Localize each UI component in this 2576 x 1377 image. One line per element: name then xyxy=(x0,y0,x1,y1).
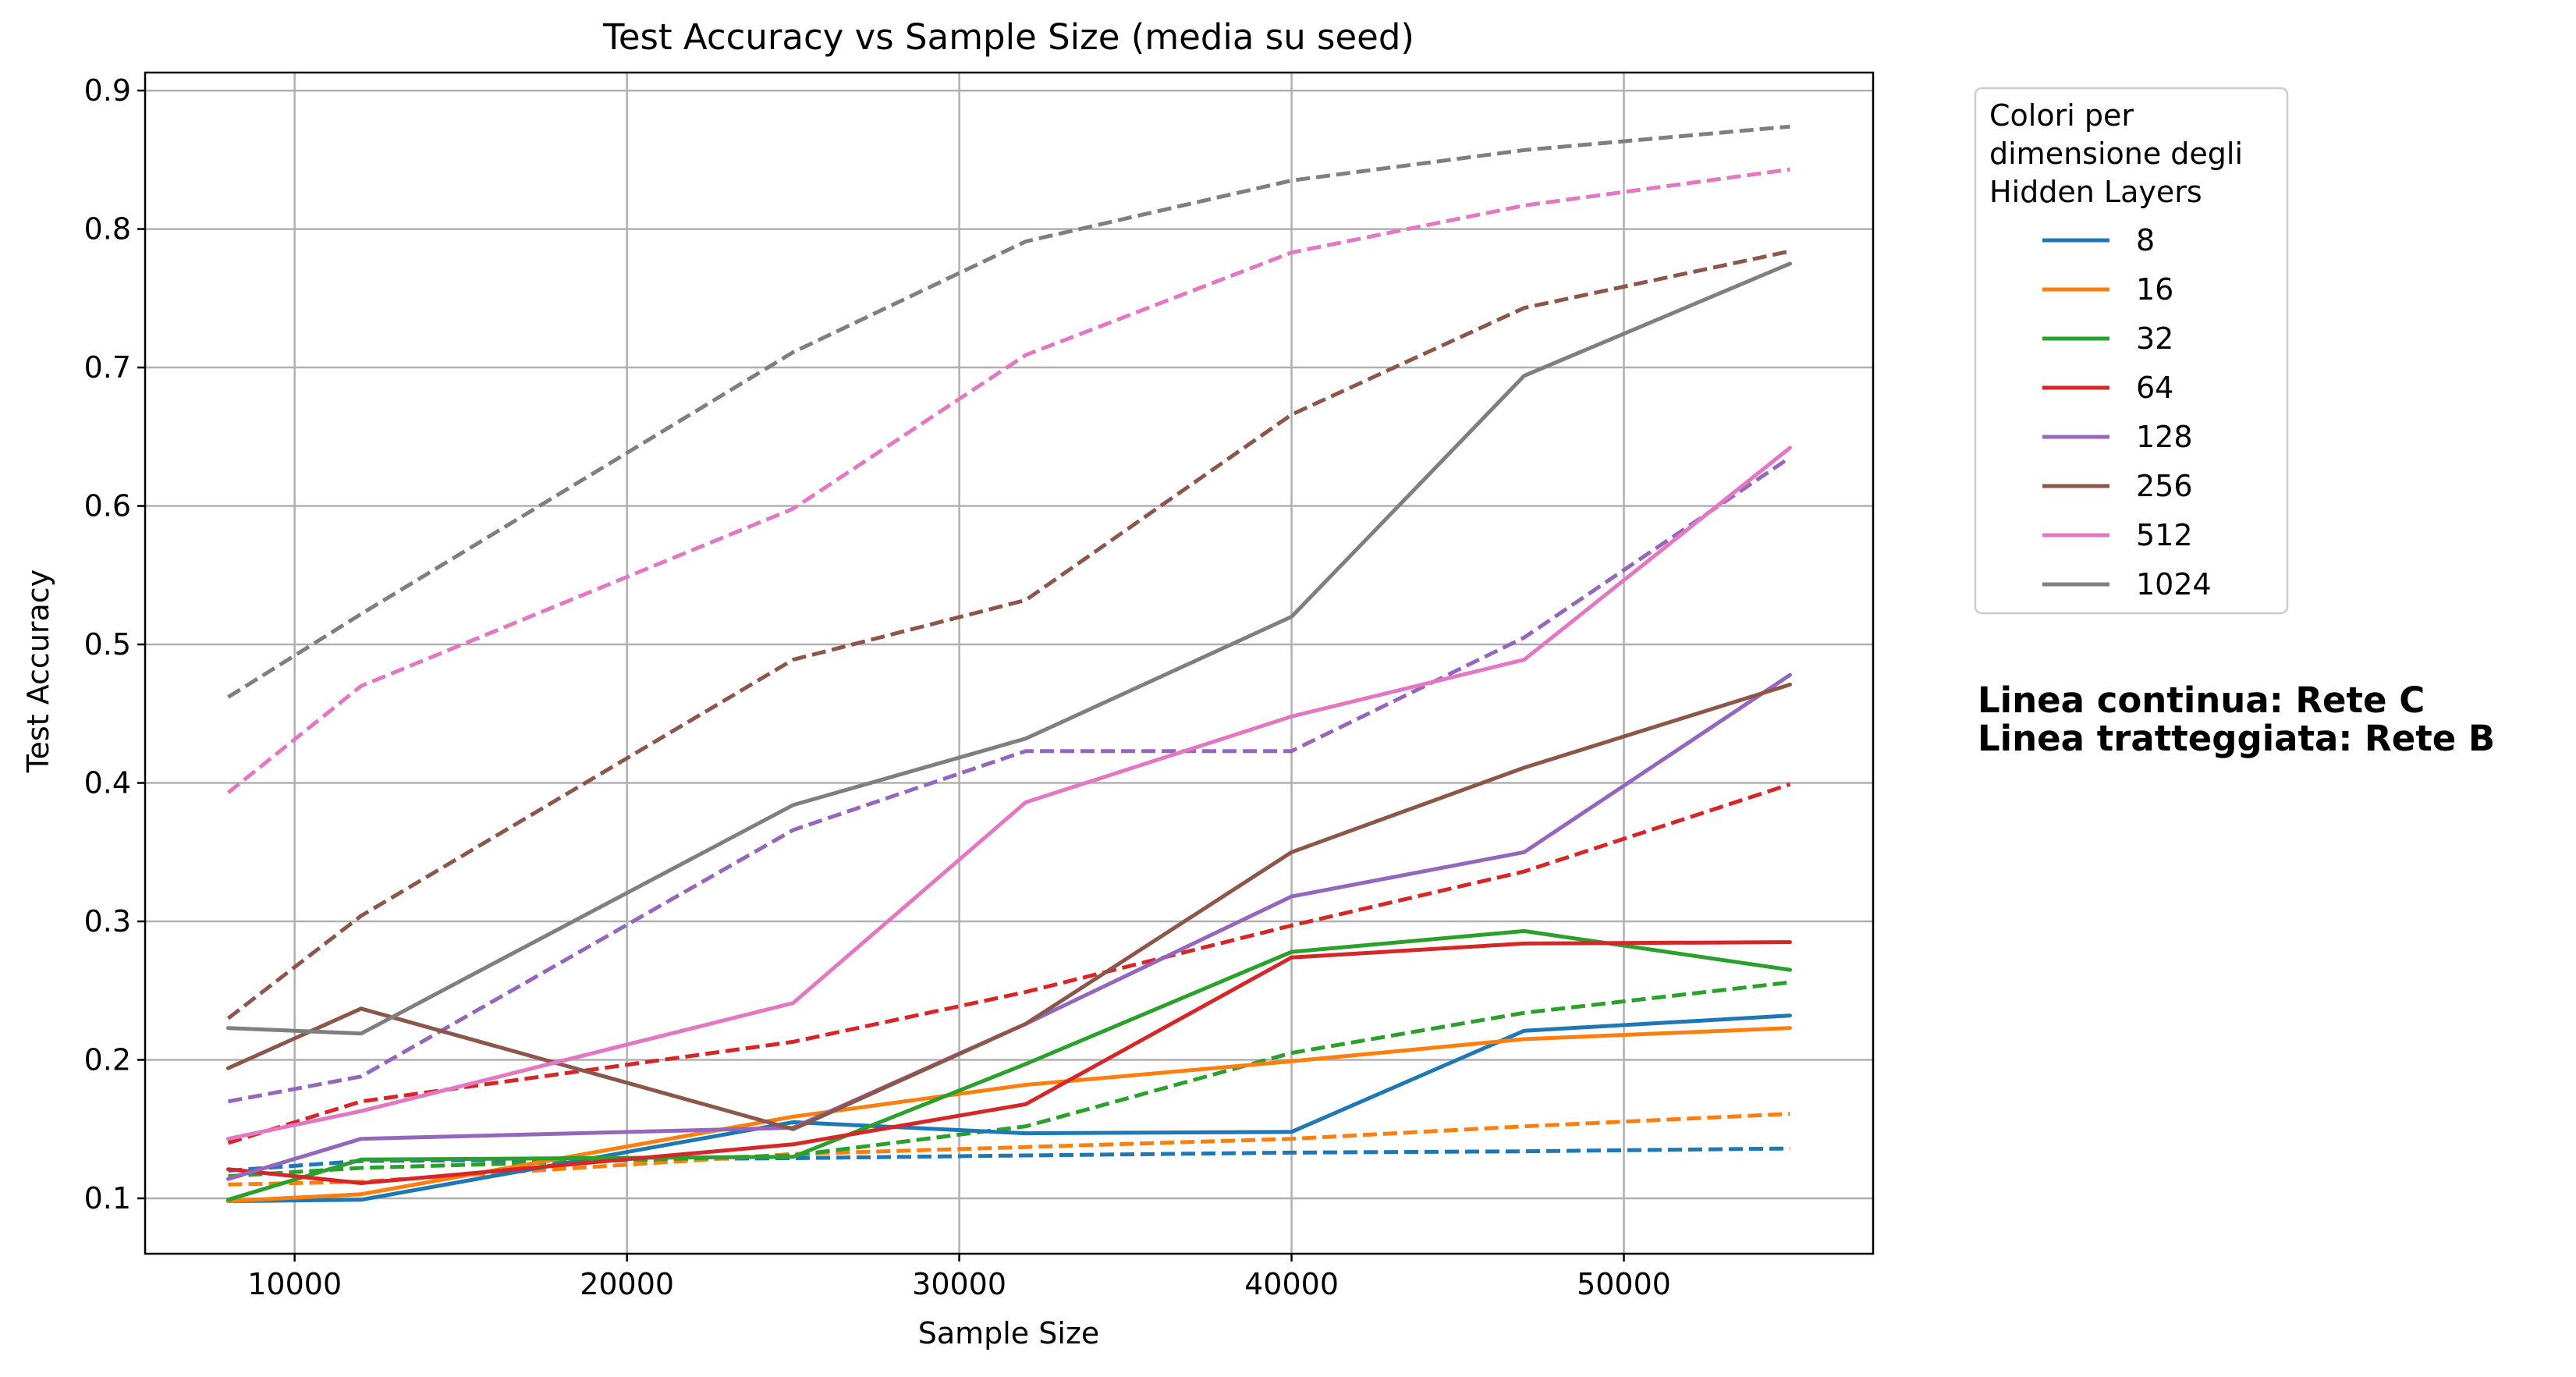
y-tick-label: 0.5 xyxy=(84,627,131,662)
series-line-rete-c-1024 xyxy=(226,261,1792,1036)
line-style-note-line: Linea continua: Rete C xyxy=(1978,680,2425,721)
legend-title-line: dimensione degli xyxy=(1989,137,2243,171)
y-tick-label: 0.8 xyxy=(84,212,131,247)
legend-label-32: 32 xyxy=(2136,321,2173,356)
legend-label-512: 512 xyxy=(2136,518,2193,552)
legend-label-8: 8 xyxy=(2136,223,2155,257)
legend-label-1024: 1024 xyxy=(2136,567,2212,602)
x-tick-label: 20000 xyxy=(580,1267,674,1301)
x-tick-label: 40000 xyxy=(1244,1267,1339,1301)
series-line-rete-c-16 xyxy=(226,1026,1792,1204)
x-tick-label: 10000 xyxy=(247,1267,342,1301)
legend-label-64: 64 xyxy=(2136,371,2173,405)
line-style-note-line: Linea tratteggiata: Rete B xyxy=(1978,718,2495,759)
series-line-rete-b-256 xyxy=(226,249,1791,1020)
y-tick-label: 0.2 xyxy=(84,1043,131,1077)
y-tick-label: 0.1 xyxy=(84,1181,131,1216)
y-tick-label: 0.6 xyxy=(84,489,131,523)
legend-label-256: 256 xyxy=(2136,469,2193,503)
y-tick-label: 0.4 xyxy=(84,766,131,800)
x-tick-label: 30000 xyxy=(912,1267,1006,1301)
legend-title-line: Hidden Layers xyxy=(1989,175,2202,209)
series-line-rete-c-32 xyxy=(226,928,1792,1202)
legend-label-16: 16 xyxy=(2136,272,2173,307)
y-tick-label: 0.3 xyxy=(84,904,131,939)
series-line-rete-b-128 xyxy=(228,456,1791,1104)
ticks: 10000 20000 30000 40000 50000 0.1 0.2 0.3 0.4 0.5… xyxy=(84,73,1671,1301)
y-tick-label: 0.7 xyxy=(84,350,131,385)
grid xyxy=(145,73,1873,1254)
y-axis-label: Test Accuracy xyxy=(21,570,55,773)
series-line-rete-c-64 xyxy=(226,940,1792,1185)
series-line-rete-c-512 xyxy=(226,445,1792,1141)
x-axis-label: Sample Size xyxy=(918,1316,1100,1350)
series-line-rete-b-512 xyxy=(226,167,1790,794)
chart-title: Test Accuracy vs Sample Size (media su s… xyxy=(602,16,1414,58)
y-tick-label: 0.9 xyxy=(84,73,131,108)
legend-frame xyxy=(1974,87,2289,615)
series-line-rete-c-8 xyxy=(226,1013,1792,1204)
series-lines xyxy=(226,124,1792,1204)
x-tick-label: 50000 xyxy=(1577,1267,1671,1301)
legend-entries: 8 16 32 64 128 256 512 1024 xyxy=(2042,223,2212,602)
axes-frame xyxy=(144,71,1875,1255)
series-line-rete-c-256 xyxy=(226,683,1792,1131)
legend-title-line: Colori per xyxy=(1989,98,2134,133)
series-line-rete-b-1024 xyxy=(227,124,1790,699)
legend-title: Colori per dimensione degli Hidden Layers xyxy=(1989,98,2243,209)
legend-label-128: 128 xyxy=(2136,420,2193,454)
series-line-rete-b-64 xyxy=(227,782,1791,1145)
series-line-rete-b-32 xyxy=(228,980,1790,1179)
